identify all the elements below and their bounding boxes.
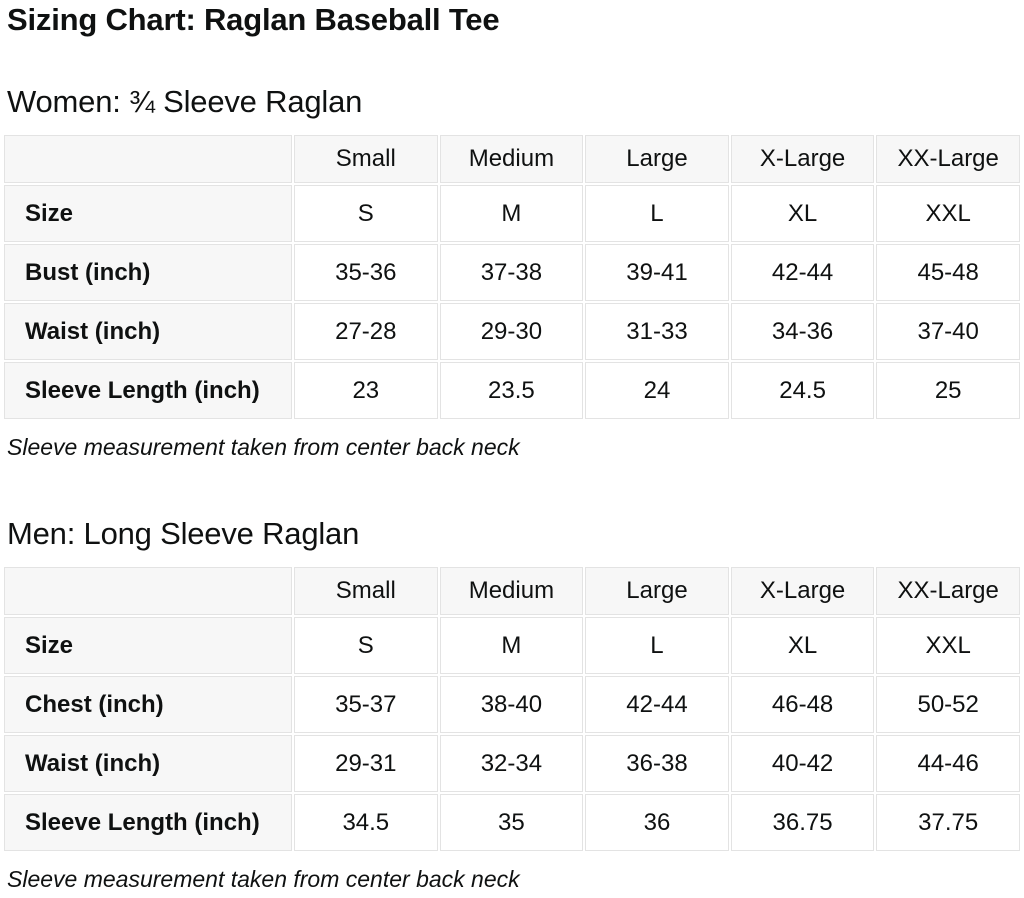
size-value-cell: 45-48 xyxy=(876,244,1020,301)
size-value-cell: 36-38 xyxy=(585,735,729,792)
size-value-cell: S xyxy=(294,185,438,242)
size-value-cell: 24.5 xyxy=(730,362,875,419)
size-value-cell: S xyxy=(294,617,438,674)
size-value-cell: 35-37 xyxy=(294,676,438,733)
row-label: Sleeve Length (inch) xyxy=(4,794,292,851)
size-value-cell: XL xyxy=(730,185,875,242)
size-value-cell: 35-36 xyxy=(294,244,438,301)
size-value-cell: XXL xyxy=(876,617,1020,674)
size-value-cell: 23.5 xyxy=(439,362,584,419)
size-value-cell: 42-44 xyxy=(585,676,729,733)
column-header-xlarge: X-Large xyxy=(730,135,875,183)
table-row-size: Size S M L XL XXL xyxy=(4,185,1020,242)
page-title: Sizing Chart: Raglan Baseball Tee xyxy=(7,2,500,37)
column-header-xxlarge: XX-Large xyxy=(876,567,1020,615)
row-label: Waist (inch) xyxy=(4,303,292,360)
size-value-cell: 27-28 xyxy=(294,303,438,360)
size-value-cell: 40-42 xyxy=(730,735,875,792)
sleeve-note: Sleeve measurement taken from center bac… xyxy=(7,434,520,460)
size-value-cell: 42-44 xyxy=(730,244,875,301)
size-value-cell: M xyxy=(439,185,584,242)
size-value-cell: 37.75 xyxy=(876,794,1020,851)
women-header-row: Small Medium Large X-Large XX-Large xyxy=(4,135,1020,183)
size-value-cell: 29-31 xyxy=(294,735,438,792)
row-label: Size xyxy=(4,617,292,674)
size-value-cell: 25 xyxy=(876,362,1020,419)
men-header-row: Small Medium Large X-Large XX-Large xyxy=(4,567,1020,615)
size-value-cell: 34-36 xyxy=(730,303,875,360)
row-label: Size xyxy=(4,185,292,242)
size-value-cell: XL xyxy=(730,617,875,674)
size-value-cell: L xyxy=(585,185,729,242)
column-header-large: Large xyxy=(585,567,729,615)
row-label: Sleeve Length (inch) xyxy=(4,362,292,419)
column-header-blank xyxy=(4,135,292,183)
section-heading-women: Women: ¾ Sleeve Raglan xyxy=(7,84,363,119)
row-label: Chest (inch) xyxy=(4,676,292,733)
table-row-chest: Chest (inch) 35-37 38-40 42-44 46-48 50-… xyxy=(4,676,1020,733)
row-label: Waist (inch) xyxy=(4,735,292,792)
column-header-small: Small xyxy=(294,567,438,615)
size-value-cell: 32-34 xyxy=(439,735,584,792)
column-header-xxlarge: XX-Large xyxy=(876,135,1020,183)
size-value-cell: 24 xyxy=(585,362,729,419)
size-value-cell: M xyxy=(439,617,584,674)
column-header-medium: Medium xyxy=(439,567,584,615)
men-sizing-table: Small Medium Large X-Large XX-Large Size… xyxy=(2,565,1022,853)
table-row-waist: Waist (inch) 29-31 32-34 36-38 40-42 44-… xyxy=(4,735,1020,792)
size-value-cell: 46-48 xyxy=(730,676,875,733)
table-row-waist: Waist (inch) 27-28 29-30 31-33 34-36 37-… xyxy=(4,303,1020,360)
table-row-size: Size S M L XL XXL xyxy=(4,617,1020,674)
size-value-cell: 35 xyxy=(439,794,584,851)
table-row-bust: Bust (inch) 35-36 37-38 39-41 42-44 45-4… xyxy=(4,244,1020,301)
size-value-cell: 23 xyxy=(294,362,438,419)
size-value-cell: 29-30 xyxy=(439,303,584,360)
sleeve-note: Sleeve measurement taken from center bac… xyxy=(7,866,520,892)
size-value-cell: 44-46 xyxy=(876,735,1020,792)
size-value-cell: 38-40 xyxy=(439,676,584,733)
women-sizing-table: Small Medium Large X-Large XX-Large Size… xyxy=(2,133,1022,421)
size-value-cell: 50-52 xyxy=(876,676,1020,733)
column-header-medium: Medium xyxy=(439,135,584,183)
column-header-large: Large xyxy=(585,135,729,183)
size-value-cell: 36 xyxy=(585,794,729,851)
column-header-xlarge: X-Large xyxy=(730,567,875,615)
size-value-cell: 37-40 xyxy=(876,303,1020,360)
size-value-cell: L xyxy=(585,617,729,674)
size-value-cell: 37-38 xyxy=(439,244,584,301)
section-heading-men: Men: Long Sleeve Raglan xyxy=(7,516,360,551)
table-row-sleeve-length: Sleeve Length (inch) 34.5 35 36 36.75 37… xyxy=(4,794,1020,851)
column-header-small: Small xyxy=(294,135,438,183)
column-header-blank xyxy=(4,567,292,615)
size-value-cell: 39-41 xyxy=(585,244,729,301)
size-value-cell: 36.75 xyxy=(730,794,875,851)
size-value-cell: XXL xyxy=(876,185,1020,242)
size-value-cell: 31-33 xyxy=(585,303,729,360)
table-row-sleeve-length: Sleeve Length (inch) 23 23.5 24 24.5 25 xyxy=(4,362,1020,419)
row-label: Bust (inch) xyxy=(4,244,292,301)
size-value-cell: 34.5 xyxy=(294,794,438,851)
